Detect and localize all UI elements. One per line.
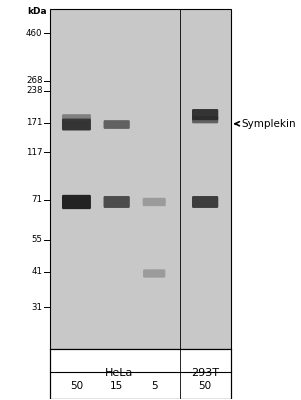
Text: 238: 238: [26, 86, 42, 95]
FancyBboxPatch shape: [104, 196, 130, 208]
FancyBboxPatch shape: [62, 114, 91, 121]
FancyBboxPatch shape: [192, 109, 218, 120]
FancyBboxPatch shape: [143, 269, 165, 278]
Text: 5: 5: [151, 380, 157, 390]
Bar: [50, 349, 231, 399]
Text: 293T: 293T: [191, 368, 219, 378]
Text: 15: 15: [110, 380, 123, 390]
Text: 71: 71: [31, 196, 42, 204]
FancyBboxPatch shape: [192, 116, 218, 123]
Text: 55: 55: [31, 235, 42, 244]
Text: 460: 460: [26, 29, 42, 38]
Text: 31: 31: [31, 303, 42, 312]
FancyBboxPatch shape: [104, 120, 130, 129]
Text: kDa: kDa: [27, 7, 47, 16]
Text: 50: 50: [70, 380, 83, 390]
Text: 117: 117: [26, 148, 42, 157]
Bar: [50, 9, 231, 349]
Text: HeLa: HeLa: [105, 368, 134, 378]
Text: 268: 268: [26, 76, 42, 85]
Text: 41: 41: [31, 267, 42, 276]
FancyBboxPatch shape: [62, 195, 91, 209]
Text: Symplekin: Symplekin: [235, 119, 296, 129]
FancyBboxPatch shape: [192, 196, 218, 208]
Text: 171: 171: [26, 118, 42, 127]
Text: 50: 50: [199, 380, 212, 390]
FancyBboxPatch shape: [143, 198, 166, 206]
FancyBboxPatch shape: [62, 118, 91, 130]
